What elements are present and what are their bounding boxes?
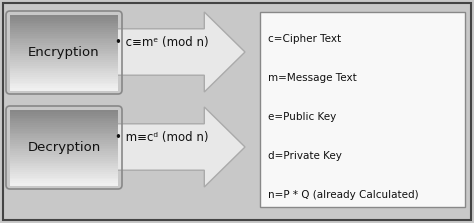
Bar xyxy=(10,134,118,137)
Bar xyxy=(10,178,118,180)
Bar xyxy=(10,36,118,38)
Bar xyxy=(10,45,118,47)
FancyBboxPatch shape xyxy=(260,12,465,207)
Bar xyxy=(10,161,118,163)
Bar xyxy=(10,110,118,112)
Bar xyxy=(10,172,118,174)
Text: n=P * Q (already Calculated): n=P * Q (already Calculated) xyxy=(268,190,419,200)
Bar xyxy=(10,144,118,146)
Bar xyxy=(10,153,118,155)
Text: e=Public Key: e=Public Key xyxy=(268,112,336,122)
Bar xyxy=(10,17,118,19)
Bar xyxy=(10,39,118,42)
Bar xyxy=(10,157,118,159)
Bar xyxy=(10,32,118,34)
Bar xyxy=(10,112,118,114)
FancyBboxPatch shape xyxy=(3,3,471,220)
Bar xyxy=(10,131,118,133)
Bar xyxy=(10,73,118,76)
Bar xyxy=(10,54,118,57)
Bar xyxy=(10,69,118,72)
Bar xyxy=(10,15,118,17)
Bar xyxy=(10,21,118,23)
Bar xyxy=(10,68,118,70)
Text: m=Message Text: m=Message Text xyxy=(268,73,357,83)
Bar xyxy=(10,86,118,89)
Bar xyxy=(10,71,118,74)
Bar xyxy=(10,138,118,140)
Bar xyxy=(10,114,118,116)
Text: Decryption: Decryption xyxy=(27,141,100,154)
Bar xyxy=(10,164,118,167)
Bar xyxy=(10,166,118,169)
Bar xyxy=(10,181,118,184)
Bar xyxy=(10,149,118,152)
FancyBboxPatch shape xyxy=(6,106,122,189)
Bar xyxy=(10,121,118,124)
Bar xyxy=(10,168,118,171)
Bar xyxy=(10,60,118,62)
Bar xyxy=(10,170,118,172)
Bar xyxy=(10,142,118,144)
Bar xyxy=(10,24,118,27)
Bar xyxy=(10,58,118,60)
Bar xyxy=(10,49,118,51)
Bar xyxy=(10,132,118,135)
Bar xyxy=(10,151,118,154)
Bar xyxy=(10,47,118,49)
Bar xyxy=(10,163,118,165)
Bar xyxy=(10,159,118,161)
Bar xyxy=(10,34,118,36)
Text: c=Cipher Text: c=Cipher Text xyxy=(268,34,341,44)
Text: Encryption: Encryption xyxy=(28,46,100,59)
Bar xyxy=(10,23,118,25)
Bar xyxy=(10,116,118,118)
Polygon shape xyxy=(60,107,245,187)
Bar xyxy=(10,127,118,129)
Bar xyxy=(10,83,118,85)
Bar xyxy=(10,56,118,59)
Bar xyxy=(10,43,118,45)
Bar xyxy=(10,179,118,182)
Bar xyxy=(10,183,118,186)
Text: • c≡mᵉ (mod n): • c≡mᵉ (mod n) xyxy=(115,36,209,49)
Bar xyxy=(10,123,118,126)
Bar xyxy=(10,75,118,77)
Bar xyxy=(10,136,118,139)
Bar xyxy=(10,26,118,29)
Bar xyxy=(10,125,118,127)
Text: d=Private Key: d=Private Key xyxy=(268,151,342,161)
Bar xyxy=(10,51,118,53)
Bar xyxy=(10,77,118,79)
Bar xyxy=(10,19,118,21)
Bar xyxy=(10,119,118,122)
Bar xyxy=(10,176,118,178)
Bar xyxy=(10,140,118,142)
Bar xyxy=(10,81,118,83)
FancyBboxPatch shape xyxy=(6,11,122,94)
Bar xyxy=(10,30,118,32)
Text: • m≡cᵈ (mod n): • m≡cᵈ (mod n) xyxy=(115,131,209,144)
Polygon shape xyxy=(60,12,245,92)
Bar xyxy=(10,52,118,55)
Bar xyxy=(10,174,118,176)
Bar xyxy=(10,79,118,81)
Bar xyxy=(10,88,118,91)
Bar xyxy=(10,62,118,64)
Bar xyxy=(10,66,118,68)
Bar xyxy=(10,146,118,148)
Bar xyxy=(10,28,118,31)
Bar xyxy=(10,129,118,131)
Bar xyxy=(10,118,118,120)
Bar xyxy=(10,155,118,157)
Bar xyxy=(10,41,118,44)
Bar xyxy=(10,64,118,66)
Bar xyxy=(10,37,118,40)
Bar xyxy=(10,147,118,150)
Bar xyxy=(10,84,118,87)
